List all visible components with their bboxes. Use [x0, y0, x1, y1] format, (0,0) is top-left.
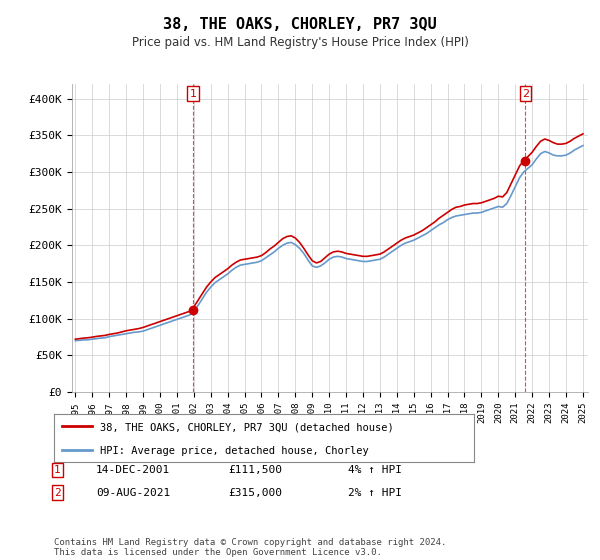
Text: 1: 1: [54, 465, 61, 475]
Text: 38, THE OAKS, CHORLEY, PR7 3QU (detached house): 38, THE OAKS, CHORLEY, PR7 3QU (detached…: [100, 422, 394, 432]
Text: 4% ↑ HPI: 4% ↑ HPI: [348, 465, 402, 475]
Text: 1: 1: [190, 88, 197, 99]
Text: 2: 2: [54, 488, 61, 498]
Text: 2% ↑ HPI: 2% ↑ HPI: [348, 488, 402, 498]
Text: Contains HM Land Registry data © Crown copyright and database right 2024.
This d: Contains HM Land Registry data © Crown c…: [54, 538, 446, 557]
Text: 14-DEC-2001: 14-DEC-2001: [96, 465, 170, 475]
Text: 09-AUG-2021: 09-AUG-2021: [96, 488, 170, 498]
Text: £315,000: £315,000: [228, 488, 282, 498]
Text: £111,500: £111,500: [228, 465, 282, 475]
Text: 2: 2: [522, 88, 529, 99]
Text: HPI: Average price, detached house, Chorley: HPI: Average price, detached house, Chor…: [100, 446, 369, 456]
Text: 38, THE OAKS, CHORLEY, PR7 3QU: 38, THE OAKS, CHORLEY, PR7 3QU: [163, 17, 437, 32]
Text: Price paid vs. HM Land Registry's House Price Index (HPI): Price paid vs. HM Land Registry's House …: [131, 36, 469, 49]
